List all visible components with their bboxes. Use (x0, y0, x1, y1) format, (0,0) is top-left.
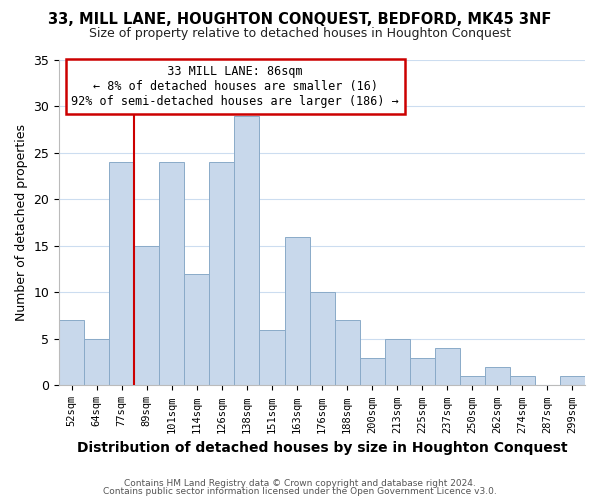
Y-axis label: Number of detached properties: Number of detached properties (15, 124, 28, 321)
Bar (109, 162, 134, 386)
Bar (160, 162, 184, 386)
X-axis label: Distribution of detached houses by size in Houghton Conquest: Distribution of detached houses by size … (77, 441, 568, 455)
Bar (209, 162, 235, 386)
Bar (385, 339, 410, 386)
Bar (284, 236, 310, 386)
Bar (184, 274, 209, 386)
Bar (410, 358, 435, 386)
Text: 33, MILL LANE, HOUGHTON CONQUEST, BEDFORD, MK45 3NF: 33, MILL LANE, HOUGHTON CONQUEST, BEDFOR… (49, 12, 551, 28)
Bar (134, 246, 160, 386)
Bar (359, 358, 385, 386)
Bar (310, 292, 335, 386)
Text: Size of property relative to detached houses in Houghton Conquest: Size of property relative to detached ho… (89, 28, 511, 40)
Bar (59, 320, 84, 386)
Bar (510, 376, 535, 386)
Bar (259, 330, 284, 386)
Text: Contains public sector information licensed under the Open Government Licence v3: Contains public sector information licen… (103, 487, 497, 496)
Bar (560, 376, 585, 386)
Bar (485, 367, 510, 386)
Text: 33 MILL LANE: 86sqm  
← 8% of detached houses are smaller (16)
92% of semi-detac: 33 MILL LANE: 86sqm ← 8% of detached hou… (71, 65, 399, 108)
Bar (84, 339, 109, 386)
Bar (235, 116, 259, 386)
Bar (335, 320, 359, 386)
Bar (435, 348, 460, 386)
Bar (460, 376, 485, 386)
Text: Contains HM Land Registry data © Crown copyright and database right 2024.: Contains HM Land Registry data © Crown c… (124, 478, 476, 488)
